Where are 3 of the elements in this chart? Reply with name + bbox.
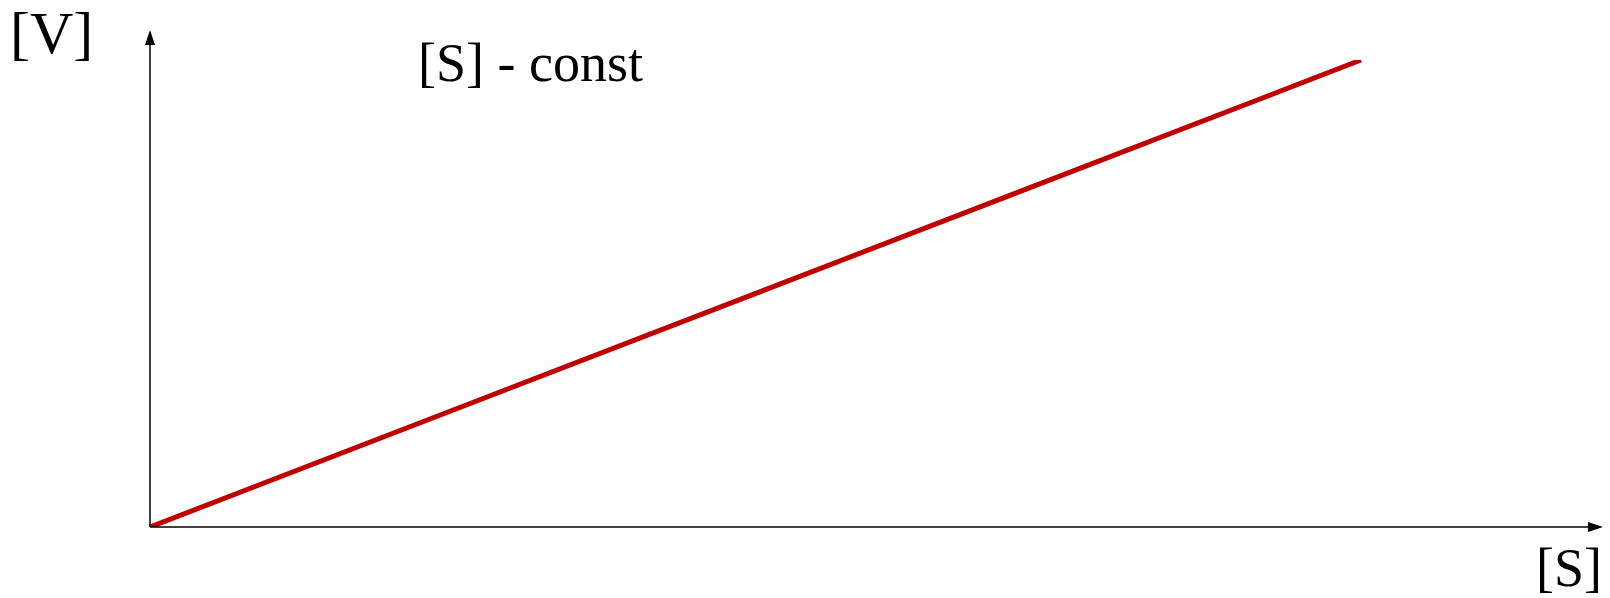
y-axis-title: [V] <box>10 0 94 68</box>
x-axis-title: [S] <box>1536 538 1602 598</box>
annotation: [S] - const <box>418 33 643 93</box>
